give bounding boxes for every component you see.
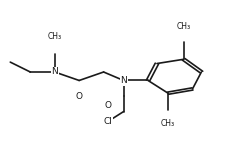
Text: O: O bbox=[76, 91, 83, 101]
Text: CH₃: CH₃ bbox=[161, 119, 175, 128]
Text: N: N bbox=[120, 76, 127, 85]
Text: CH₃: CH₃ bbox=[177, 22, 191, 31]
Text: CH₃: CH₃ bbox=[48, 32, 62, 41]
Text: Cl: Cl bbox=[104, 117, 112, 126]
Text: O: O bbox=[105, 101, 112, 110]
Text: N: N bbox=[51, 68, 58, 76]
